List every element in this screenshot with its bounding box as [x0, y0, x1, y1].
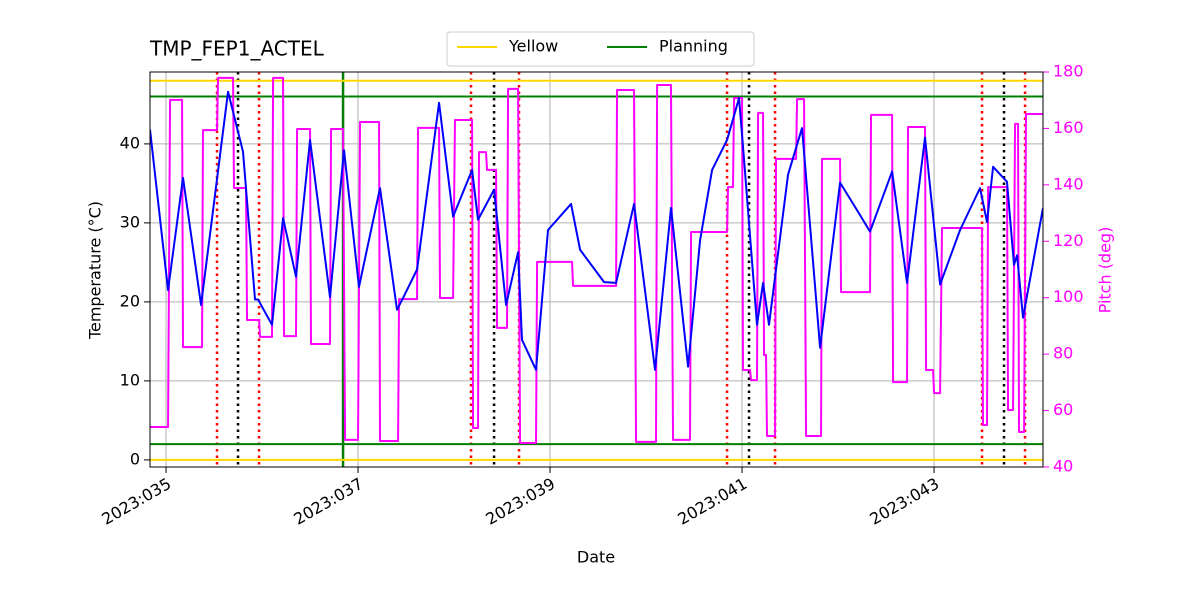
y-tick-label: 0 — [130, 449, 140, 468]
legend-label: Planning — [659, 37, 728, 56]
y-tick-label: 10 — [120, 370, 140, 389]
x-axis-label: Date — [577, 548, 615, 567]
plot-area — [150, 72, 1043, 467]
chart-title: TMP_FEP1_ACTEL — [149, 37, 325, 61]
x-tick-label: 2023:037 — [290, 474, 366, 529]
legend-label: Yellow — [508, 37, 558, 56]
y2-tick-label: 60 — [1053, 400, 1073, 419]
y-tick-label: 40 — [120, 133, 140, 152]
y2-tick-label: 160 — [1053, 118, 1084, 137]
y2-tick-label: 40 — [1053, 457, 1073, 476]
y2-tick-label: 100 — [1053, 287, 1084, 306]
y-tick-label: 20 — [120, 291, 140, 310]
y-tick-label: 30 — [120, 212, 140, 231]
x-tick-label: 2023:041 — [674, 474, 750, 529]
y2-tick-label: 120 — [1053, 231, 1084, 250]
x-tick-label: 2023:035 — [98, 474, 174, 529]
x-tick-label: 2023:039 — [482, 474, 558, 529]
x-tick-label: 2023:043 — [866, 474, 942, 529]
series-line — [150, 90, 1043, 371]
y-axis-label: Temperature (°C) — [86, 201, 105, 340]
y2-axis-label: Pitch (deg) — [1096, 227, 1115, 314]
legend-box — [446, 31, 755, 67]
y2-tick-label: 140 — [1053, 174, 1084, 193]
y2-tick-label: 80 — [1053, 344, 1073, 363]
y2-tick-label: 180 — [1053, 62, 1084, 81]
plot-frame — [149, 71, 1044, 468]
series-line — [150, 76, 1043, 445]
